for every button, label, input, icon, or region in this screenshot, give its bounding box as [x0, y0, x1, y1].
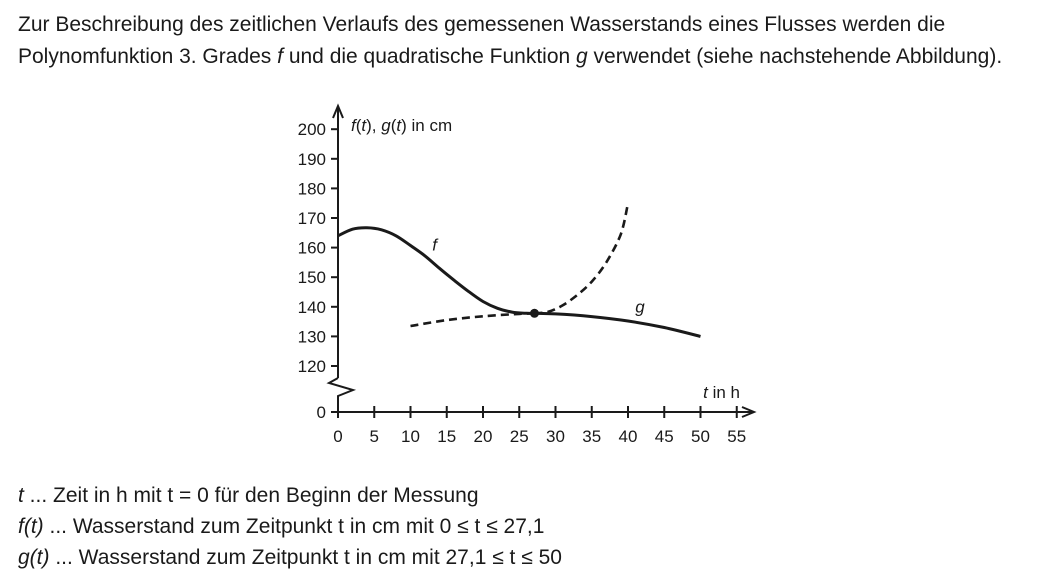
legend-symbol-g: g(t): [18, 546, 50, 569]
y-tick-label: 150: [298, 268, 326, 287]
series-g-line: [534, 311, 701, 338]
y-tick-label: 160: [298, 239, 326, 258]
y-tick-label: 170: [298, 209, 326, 228]
intersection-point: [529, 308, 539, 318]
legend-text-f: ... Wasserstand zum Zeitpunkt t in cm mi…: [43, 515, 545, 538]
x-axis-label: t in h: [703, 383, 740, 402]
legend-line-f: f(t) ... Wasserstand zum Zeitpunkt t in …: [18, 511, 562, 542]
x-tick-label: 10: [401, 427, 420, 446]
y-axis-break: [326, 377, 357, 412]
x-tick-label: 15: [437, 427, 456, 446]
intro-text: Zur Beschreibung des zeitlichen Verlaufs…: [18, 9, 1028, 73]
legend-symbol-f: f(t): [18, 515, 44, 538]
x-tick-label: 40: [619, 427, 638, 446]
variable-legend: t ... Zeit in h mit t = 0 für den Beginn…: [18, 480, 562, 573]
y-tick-label: 180: [298, 179, 326, 198]
x-tick-label: 55: [727, 427, 746, 446]
y-tick-label: 120: [298, 357, 326, 376]
legend-line-g: g(t) ... Wasserstand zum Zeitpunkt t in …: [18, 542, 562, 573]
x-tick-label: 25: [510, 427, 529, 446]
y-tick-label: 200: [298, 120, 326, 139]
x-tick-label: 45: [655, 427, 674, 446]
x-tick-label: 35: [582, 427, 601, 446]
series-f-line: [337, 226, 535, 315]
x-axis-arrow: [741, 406, 757, 418]
legend-symbol-t: t: [18, 484, 24, 507]
legend-line-t: t ... Zeit in h mit t = 0 für den Beginn…: [18, 480, 562, 511]
intro-part1: Zur Beschreibung des zeitlichen Verlaufs…: [18, 13, 946, 68]
intro-part2: und die quadratische Funktion: [282, 45, 577, 68]
x-tick-label: 50: [691, 427, 710, 446]
y-tick-label: 0: [317, 403, 326, 422]
g-symbol: g: [576, 45, 588, 68]
f-symbol: f: [277, 45, 283, 68]
legend-text-t: ... Zeit in h mit t = 0 für den Beginn d…: [23, 484, 479, 507]
x-tick-label: 5: [370, 427, 379, 446]
y-axis-label: f(t), g(t) in cm: [351, 116, 452, 135]
legend-text-g: ... Wasserstand zum Zeitpunkt t in cm mi…: [49, 546, 562, 569]
x-tick-label: 0: [333, 427, 342, 446]
intro-part3: verwendet (siehe nachstehende Abbildung)…: [587, 45, 1003, 68]
y-tick-label: 190: [298, 150, 326, 169]
x-tick-label: 20: [474, 427, 493, 446]
y-tick-label: 140: [298, 298, 326, 317]
curve-label-g: g: [635, 298, 645, 317]
series-dashed-line-3: [534, 202, 630, 315]
curve-label-f: f: [432, 236, 439, 255]
y-tick-label: 130: [298, 327, 326, 346]
series-dashed-line-2: [410, 312, 535, 328]
y-axis-arrow: [332, 103, 344, 119]
x-tick-label: 30: [546, 427, 565, 446]
